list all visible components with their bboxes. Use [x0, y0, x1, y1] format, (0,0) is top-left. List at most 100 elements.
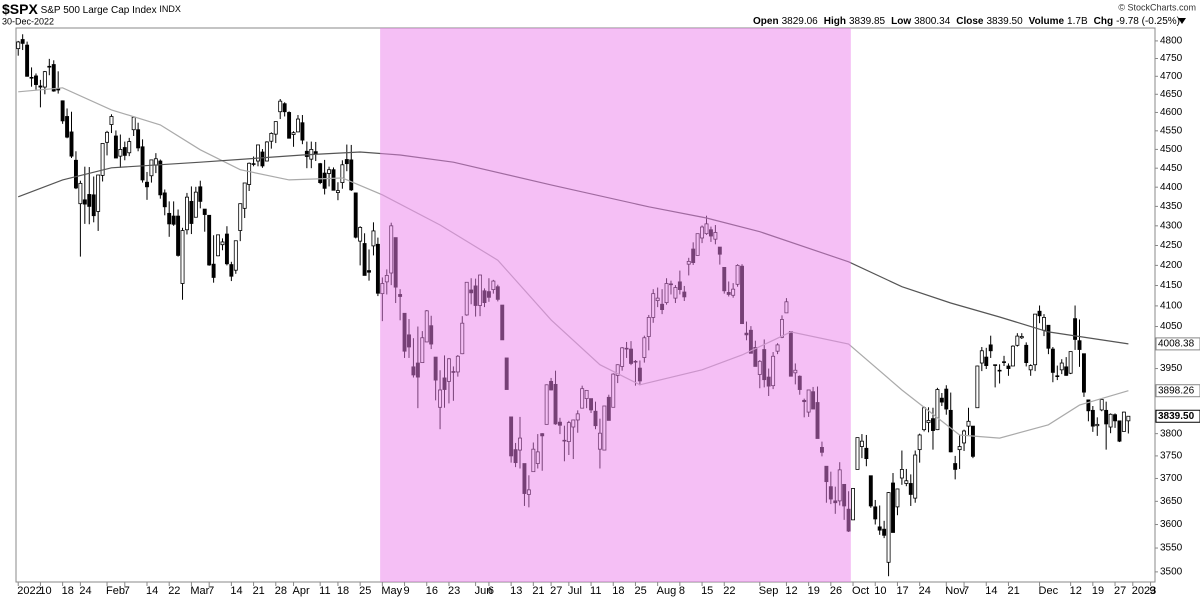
candle-body — [127, 141, 132, 154]
candle-body — [327, 169, 332, 174]
quote-label: Open — [753, 16, 779, 27]
x-tick-label: 14 — [230, 585, 242, 597]
value-box — [1155, 337, 1200, 351]
y-tick-label: 4650 — [1160, 89, 1183, 100]
y-tick-label: 3700 — [1160, 473, 1183, 484]
header-date: 30-Dec-2022 — [2, 16, 54, 26]
candle-body — [873, 506, 878, 520]
candle-body — [202, 208, 207, 215]
quote-value: 3839.85 — [849, 16, 886, 27]
y-tick-label: 4250 — [1160, 240, 1183, 251]
candle-body — [300, 122, 305, 141]
candle-body — [185, 196, 189, 231]
candle-body — [291, 132, 296, 135]
x-tick-label: 10 — [39, 585, 51, 597]
candle-body — [251, 163, 256, 165]
y-tick-label: 4700 — [1160, 71, 1183, 82]
candle-body — [1086, 399, 1091, 412]
candle-body — [1037, 310, 1042, 317]
candle-body — [988, 344, 993, 352]
highlight-region — [380, 28, 851, 582]
candle-body — [109, 116, 114, 125]
x-tick-label: 21 — [1007, 585, 1019, 597]
x-tick-label: 21 — [532, 585, 544, 597]
x-tick-label: 6 — [488, 585, 494, 597]
candle-body — [242, 182, 247, 209]
candle-body — [1073, 318, 1078, 340]
candle-body — [868, 475, 873, 507]
candle-body — [1126, 415, 1131, 422]
x-tick-label: Jun — [475, 585, 493, 597]
candle-body — [1015, 335, 1020, 346]
candle-body — [189, 200, 194, 224]
candle-body — [1117, 420, 1122, 442]
candle-body — [1010, 345, 1015, 367]
candle-body — [335, 190, 340, 193]
candle-body — [65, 116, 70, 138]
x-tick-label: 17 — [896, 585, 908, 597]
x-tick-label: 23 — [448, 585, 460, 597]
candle-body — [162, 192, 167, 208]
x-tick-label: 25 — [359, 585, 371, 597]
candle-body — [886, 492, 891, 563]
candle-body — [180, 230, 185, 284]
candle-body — [953, 463, 958, 470]
x-tick-label: 19 — [808, 585, 820, 597]
candle-body — [1064, 366, 1069, 376]
quote-label: Volume — [1029, 16, 1065, 27]
candle-body — [1050, 348, 1055, 373]
down-arrow — [1178, 18, 1186, 24]
candle-body — [367, 270, 371, 273]
x-tick-label: 9 — [1150, 585, 1156, 597]
x-tick-label: 26 — [830, 585, 842, 597]
candle-body — [269, 133, 274, 142]
candle-body — [118, 149, 123, 157]
candle-body — [304, 150, 309, 157]
candle-body — [131, 116, 136, 131]
candle-body — [1042, 317, 1046, 331]
candle-body — [939, 397, 944, 403]
x-tick-label: 25 — [634, 585, 646, 597]
candle-body — [966, 420, 971, 427]
candle-body — [224, 233, 229, 265]
x-tick-label: Mar — [190, 585, 209, 597]
candle-body — [322, 172, 327, 189]
x-tick-label: 27 — [550, 585, 562, 597]
candle-body — [78, 182, 83, 205]
candle-body — [1019, 336, 1024, 339]
candle-body — [944, 388, 949, 410]
quote-label: Close — [956, 16, 984, 27]
y-tick-label: 3500 — [1160, 567, 1183, 578]
candle-body — [913, 454, 918, 499]
candle-body — [1077, 340, 1082, 350]
candle-body — [91, 194, 96, 217]
candle-body — [1099, 399, 1104, 411]
candle-body — [34, 75, 38, 85]
candle-body — [358, 226, 363, 242]
candle-body — [287, 112, 292, 139]
candle-body — [136, 129, 141, 149]
candle-body — [859, 440, 864, 447]
y-tick-label: 4400 — [1160, 182, 1183, 193]
candle-body — [273, 121, 278, 135]
x-tick-label: Jul — [568, 585, 582, 597]
candle-body — [264, 141, 269, 162]
candle-body — [353, 192, 358, 238]
candle-body — [96, 174, 101, 212]
candle-body — [1095, 423, 1100, 427]
candle-body — [931, 418, 935, 431]
candle-body — [895, 488, 900, 508]
candle-body — [220, 241, 225, 246]
candle-body — [149, 159, 154, 177]
x-tick-label: 24 — [79, 585, 91, 597]
header-symbol: $SPX S&P 500 Large Cap Index INDX — [2, 1, 181, 17]
candle-body — [122, 147, 127, 156]
y-tick-label: 3950 — [1160, 363, 1183, 374]
x-tick-label: 2022 — [17, 585, 41, 597]
x-tick-label: 8 — [679, 585, 685, 597]
x-tick-label: 11 — [319, 585, 330, 597]
candle-body — [1121, 411, 1126, 432]
candle-body — [975, 365, 980, 409]
candle-body — [211, 263, 216, 278]
